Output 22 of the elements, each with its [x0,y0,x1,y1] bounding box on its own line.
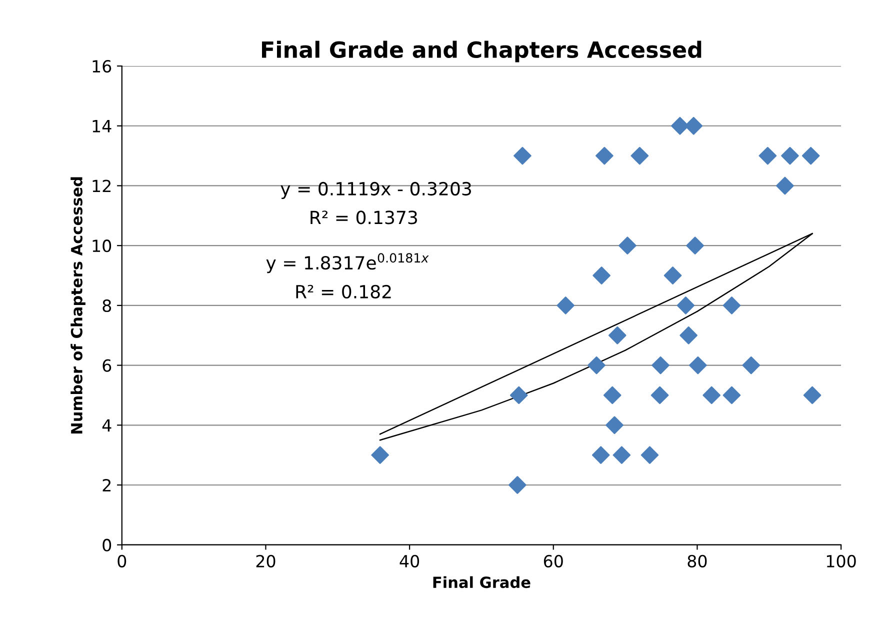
chart-title: Final Grade and Chapters Accessed [262,40,702,62]
y-tick-label: 16 [92,60,112,73]
y-tick-label: 0 [102,538,112,552]
y-tick-label: 10 [92,240,112,252]
x-tick-label: 20 [256,554,276,568]
y-tick-label: 12 [92,180,111,192]
y-tick-label: 2 [102,478,111,492]
x-tick-label: 0 [118,554,126,568]
x-tick-label: 80 [688,554,707,568]
x-axis-title: Final Grade [433,576,530,588]
y-tick-label: 8 [102,299,112,312]
annotation: R² = 0.1373 [310,210,417,224]
y-tick-label: 14 [92,120,112,132]
y-axis-title: Number of Chapters Accessed [70,177,86,434]
x-tick-label: 100 [826,554,856,568]
y-tick-label: 4 [102,419,112,432]
annotation: y = 0.1119x - 0.3203 [280,182,471,200]
x-tick-label: 60 [544,554,563,568]
y-tick-label: 6 [102,359,112,372]
annotation: R² = 0.182 [296,284,391,299]
x-tick-label: 40 [400,554,420,568]
annotation: y = 1.8317e$^{0.0181x}$ [266,253,429,274]
